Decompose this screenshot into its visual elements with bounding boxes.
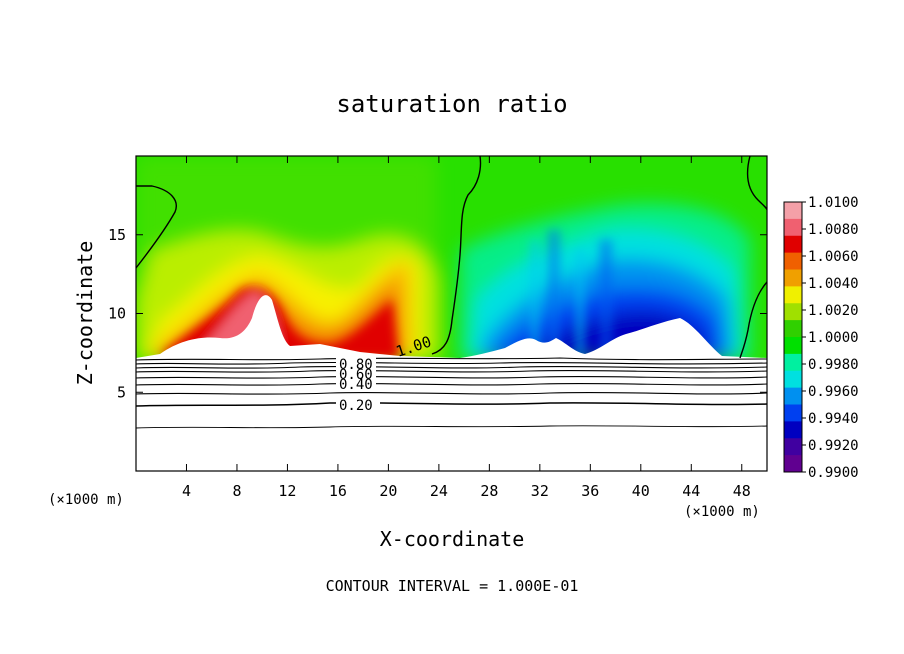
colorbar-swatch <box>784 320 802 338</box>
colorbar-label: 0.9900 <box>808 465 859 481</box>
plot-field <box>136 156 767 471</box>
x-tick-label: 8 <box>232 482 241 500</box>
x-tick-label: 16 <box>329 482 347 500</box>
colorbar-label: 1.0080 <box>808 222 859 238</box>
contour-1.00-mid <box>431 156 482 355</box>
colorbar-swatch <box>784 286 802 304</box>
colorbar: 1.0100 1.0080 1.0060 1.0040 1.0020 1.0000 0.99… <box>783 195 859 481</box>
colorbar-swatch <box>784 455 802 473</box>
y-axis-label: Z-coordinate <box>73 241 97 386</box>
colorbar-label: 1.0020 <box>808 303 859 319</box>
colorbar-label: 0.9920 <box>808 438 859 454</box>
contour-label-0.40: 0.40 <box>339 377 373 393</box>
colorbar-swatch <box>784 269 802 287</box>
x-tick-label: 44 <box>682 482 700 500</box>
negative-streaks <box>530 230 612 355</box>
colorbar-swatch <box>784 421 802 439</box>
contour-label-0.20: 0.20 <box>339 398 373 414</box>
y-tick-label: 15 <box>108 226 126 244</box>
contour-label-group: 1.00 0.80 0.60 0.40 0.20 <box>336 333 434 414</box>
x-tick-label: 20 <box>379 482 397 500</box>
contour-1.00-left <box>136 185 177 269</box>
colorbar-swatch <box>784 404 802 422</box>
colorbar-label: 0.9960 <box>808 384 859 400</box>
x-axis-label: X-coordinate <box>380 527 525 551</box>
x-axis-ticks: 4 8 12 16 20 24 28 32 36 40 44 48 <box>182 156 751 500</box>
chart-title: saturation ratio <box>336 90 567 118</box>
contour-interval-footer: CONTOUR INTERVAL = 1.000E-01 <box>326 577 579 595</box>
colorbar-label: 1.0000 <box>808 330 859 346</box>
colorbar-swatch <box>784 370 802 389</box>
y-tick-label: 10 <box>108 305 126 323</box>
y-axis-ticks: 5 10 15 <box>108 226 767 401</box>
contour-label-0.60: 0.60 <box>339 367 373 383</box>
contour-lines <box>136 357 767 429</box>
colorbar-swatch <box>784 235 802 254</box>
contour-label-0.80: 0.80 <box>339 357 373 373</box>
terrain-mask <box>136 295 767 471</box>
colorbar-swatch <box>784 303 802 321</box>
colorbar-swatch <box>784 202 802 220</box>
x-tick-label: 40 <box>632 482 650 500</box>
x-tick-label: 36 <box>581 482 599 500</box>
colorbar-swatch <box>784 438 802 456</box>
colorbar-label: 1.0100 <box>808 195 859 211</box>
colorbar-label: 0.9980 <box>808 357 859 373</box>
x-tick-label: 12 <box>278 482 296 500</box>
colorbar-label: 1.0060 <box>808 249 859 265</box>
colorbar-label: 0.9940 <box>808 411 859 427</box>
x-tick-label: 4 <box>182 482 191 500</box>
x-tick-label: 28 <box>480 482 498 500</box>
contour-1.00-right <box>739 281 767 359</box>
colorbar-swatch <box>784 353 802 372</box>
x-tick-label: 48 <box>733 482 751 500</box>
contour-1.00-right-top <box>746 156 767 211</box>
y-tick-label: 5 <box>117 383 126 401</box>
colorbar-swatch <box>784 337 802 355</box>
x-unit-right: (×1000 m) <box>684 504 760 520</box>
x-tick-label: 24 <box>430 482 448 500</box>
colorbar-label: 1.0040 <box>808 276 859 292</box>
colorbar-swatch <box>784 218 802 237</box>
colorbar-swatch <box>784 252 802 270</box>
colorbar-swatch <box>784 387 802 405</box>
x-unit-left: (×1000 m) <box>48 492 124 508</box>
x-tick-label: 32 <box>531 482 549 500</box>
